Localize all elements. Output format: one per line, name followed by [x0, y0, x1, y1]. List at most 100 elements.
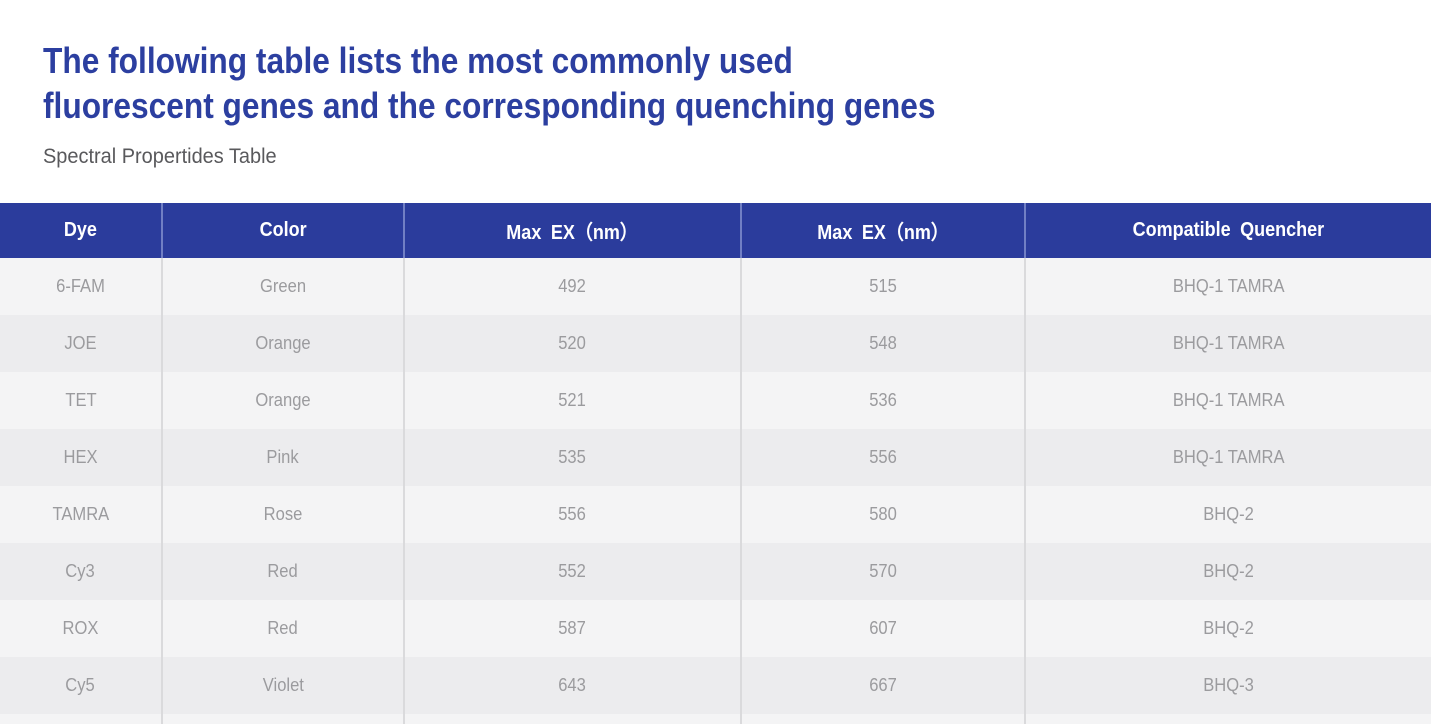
page-title: The following table lists the most commo…	[43, 38, 1431, 128]
cell-value: 6-FAM	[56, 276, 105, 296]
cell-empty	[0, 714, 163, 724]
cell-max-ex-2: 548	[742, 315, 1026, 372]
column-header-quencher: Compatible Quencher	[1026, 203, 1431, 258]
cell-quencher: BHQ-3	[1026, 657, 1431, 714]
cell-value: Rose	[263, 504, 303, 524]
cell-value: TAMRA	[52, 504, 109, 524]
cell-value: BHQ-2	[1203, 561, 1254, 581]
cell-value: JOE	[64, 333, 97, 353]
cell-max-ex-2: 607	[742, 600, 1026, 657]
page-subtitle: Spectral Propertides Table	[43, 145, 277, 168]
table-header-row: Dye Color Max EX（nm） Max EX（nm） Compatible Q…	[0, 203, 1431, 258]
cell-quencher: BHQ-1 TAMRA	[1026, 372, 1431, 429]
cell-value: BHQ-1 TAMRA	[1172, 447, 1285, 467]
cell-value: BHQ-2	[1203, 618, 1254, 638]
cell-quencher: BHQ-1 TAMRA	[1026, 315, 1431, 372]
cell-value: Orange	[255, 333, 311, 353]
cell-value: 521	[558, 390, 587, 410]
cell-value: Red	[267, 561, 299, 581]
page-title-line1: The following table lists the most commo…	[43, 40, 793, 81]
column-header-label: Compatible Quencher	[1132, 219, 1325, 241]
cell-max-ex-2: 536	[742, 372, 1026, 429]
cell-dye: 6-FAM	[0, 258, 163, 315]
cell-dye: Cy5	[0, 657, 163, 714]
cell-value: 580	[869, 504, 897, 524]
cell-value: 552	[558, 561, 587, 581]
table-row-rox: ROX Red 587 607 BHQ-2	[0, 600, 1431, 657]
page-title-line2: fluorescent genes and the corresponding …	[43, 85, 936, 126]
table-row-tamra: TAMRA Rose 556 580 BHQ-2	[0, 486, 1431, 543]
table-row-partial	[0, 714, 1431, 724]
cell-empty	[163, 714, 405, 724]
column-header-dye: Dye	[0, 203, 163, 258]
cell-dye: ROX	[0, 600, 163, 657]
table-row-tet: TET Orange 521 536 BHQ-1 TAMRA	[0, 372, 1431, 429]
cell-max-ex-1: 587	[405, 600, 742, 657]
cell-value: 556	[869, 447, 897, 467]
spectral-properties-table: Dye Color Max EX（nm） Max EX（nm） Compatible Q…	[0, 203, 1431, 724]
cell-max-ex-1: 520	[405, 315, 742, 372]
cell-value: Cy5	[65, 675, 96, 695]
cell-value: TET	[64, 390, 97, 410]
cell-value: HEX	[63, 447, 98, 467]
cell-max-ex-2: 667	[742, 657, 1026, 714]
cell-value: 607	[869, 618, 897, 638]
cell-value: BHQ-2	[1203, 504, 1254, 524]
cell-max-ex-1: 521	[405, 372, 742, 429]
cell-value: 643	[558, 675, 587, 695]
column-header-label: Dye	[63, 219, 98, 241]
cell-max-ex-1: 556	[405, 486, 742, 543]
cell-max-ex-2: 570	[742, 543, 1026, 600]
cell-dye: TET	[0, 372, 163, 429]
table-row-hex: HEX Pink 535 556 BHQ-1 TAMRA	[0, 429, 1431, 486]
cell-value: 587	[558, 618, 587, 638]
cell-value: 492	[558, 276, 587, 296]
cell-quencher: BHQ-1 TAMRA	[1026, 429, 1431, 486]
cell-value: BHQ-1 TAMRA	[1172, 333, 1285, 353]
cell-empty	[1026, 714, 1431, 724]
column-header-label: Color	[259, 219, 307, 241]
cell-value: 570	[869, 561, 897, 581]
cell-dye: Cy3	[0, 543, 163, 600]
table-row-cy3: Cy3 Red 552 570 BHQ-2	[0, 543, 1431, 600]
cell-value: Pink	[266, 447, 300, 467]
cell-max-ex-1: 552	[405, 543, 742, 600]
cell-dye: TAMRA	[0, 486, 163, 543]
table-row-cy5: Cy5 Violet 643 667 BHQ-3	[0, 657, 1431, 714]
cell-value: 548	[869, 333, 897, 353]
cell-color: Red	[163, 600, 405, 657]
table-body: 6-FAM Green 492 515 BHQ-1 TAMRA JOE Orange 520 5…	[0, 258, 1431, 724]
cell-color: Green	[163, 258, 405, 315]
cell-value: Violet	[262, 675, 304, 695]
column-header-max-ex-1: Max EX（nm）	[405, 203, 742, 258]
cell-value: 667	[869, 675, 897, 695]
cell-color: Red	[163, 543, 405, 600]
cell-value: BHQ-3	[1203, 675, 1254, 695]
cell-value: BHQ-1 TAMRA	[1172, 390, 1285, 410]
cell-color: Violet	[163, 657, 405, 714]
cell-value: 520	[558, 333, 587, 353]
cell-quencher: BHQ-2	[1026, 486, 1431, 543]
table-row-joe: JOE Orange 520 548 BHQ-1 TAMRA	[0, 315, 1431, 372]
cell-value: 536	[869, 390, 897, 410]
cell-color: Orange	[163, 372, 405, 429]
cell-max-ex-2: 515	[742, 258, 1026, 315]
cell-value: ROX	[62, 618, 99, 638]
cell-value: 535	[558, 447, 587, 467]
table-row-6-fam: 6-FAM Green 492 515 BHQ-1 TAMRA	[0, 258, 1431, 315]
cell-value: BHQ-1 TAMRA	[1172, 276, 1285, 296]
cell-dye: HEX	[0, 429, 163, 486]
cell-max-ex-2: 580	[742, 486, 1026, 543]
column-header-color: Color	[163, 203, 405, 258]
cell-color: Pink	[163, 429, 405, 486]
cell-max-ex-1: 535	[405, 429, 742, 486]
cell-max-ex-1: 643	[405, 657, 742, 714]
column-header-label: Max EX（nm）	[506, 222, 639, 244]
page-header: The following table lists the most commo…	[0, 0, 1431, 170]
cell-quencher: BHQ-2	[1026, 600, 1431, 657]
column-header-max-ex-2: Max EX（nm）	[742, 203, 1026, 258]
cell-value: Green	[259, 276, 307, 296]
cell-color: Orange	[163, 315, 405, 372]
cell-max-ex-2: 556	[742, 429, 1026, 486]
cell-dye: JOE	[0, 315, 163, 372]
